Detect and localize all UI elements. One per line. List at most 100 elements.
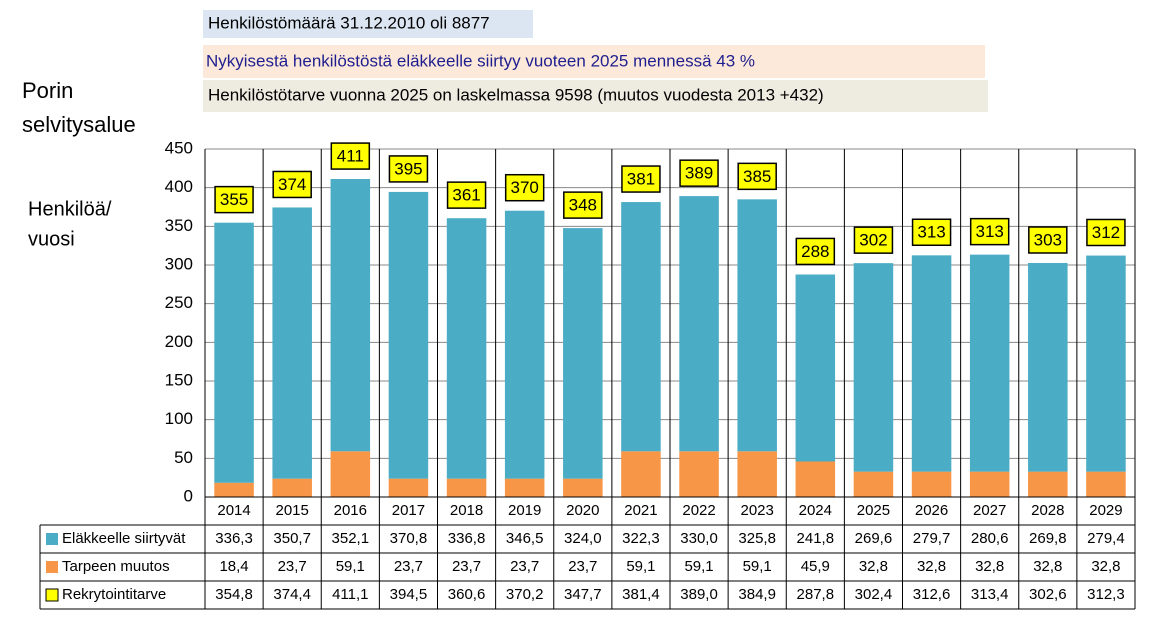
bar-segment (446, 478, 487, 497)
table-value: 312,3 (1087, 586, 1125, 603)
x-tick-label: 2016 (334, 502, 367, 519)
total-label: 302 (859, 231, 887, 250)
x-tick-label: 2029 (1089, 502, 1122, 519)
bar-segment (737, 199, 777, 452)
bar-segment (969, 471, 1010, 497)
y-tick-label: 150 (165, 370, 193, 389)
total-label-box (621, 165, 661, 193)
total-label: 385 (743, 167, 771, 186)
table-value: 23,7 (452, 558, 481, 575)
table-value: 32,8 (1091, 558, 1120, 575)
total-label: 348 (569, 196, 597, 215)
bar-segment (504, 210, 545, 479)
y-tick-label: 200 (165, 332, 193, 351)
table-value: 59,1 (626, 558, 655, 575)
table-value: 394,5 (390, 586, 428, 603)
y-tick-label: 50 (174, 448, 193, 467)
bar-segment (795, 461, 836, 497)
y-tick-label: 0 (184, 486, 193, 505)
table-value: 411,1 (332, 586, 368, 603)
table-value: 360,6 (448, 586, 486, 603)
total-label-box (1028, 226, 1068, 254)
table-value: 23,7 (394, 558, 423, 575)
bar-segment (1028, 471, 1068, 497)
bar-segment (330, 179, 371, 452)
table-value: 23,7 (568, 558, 597, 575)
table-value: 322,3 (622, 530, 660, 547)
table-value: 346,5 (506, 530, 544, 547)
table-value: 287,8 (797, 586, 835, 603)
table-value: 18,4 (219, 558, 248, 575)
table-value: 324,0 (564, 530, 602, 547)
table-value: 370,8 (390, 530, 428, 547)
table-value: 59,1 (684, 558, 713, 575)
x-tick-label: 2027 (973, 502, 1006, 519)
total-label: 313 (917, 223, 945, 242)
table-value: 352,1 (332, 530, 370, 547)
bar-segment (911, 471, 952, 497)
y-tick-label: 400 (165, 177, 193, 196)
total-label: 355 (220, 190, 248, 209)
total-label: 312 (1092, 223, 1120, 242)
bar-segment (1028, 262, 1068, 472)
x-tick-label: 2021 (624, 502, 657, 519)
y-tick-label: 350 (165, 216, 193, 235)
bar-segment (446, 218, 487, 479)
table-value: 370,2 (506, 586, 544, 603)
total-label: 374 (278, 175, 306, 194)
table-value: 23,7 (278, 558, 307, 575)
table-value: 32,8 (975, 558, 1004, 575)
annotation: Henkilöstömäärä 31.12.2010 oli 8877 (208, 13, 490, 32)
bar-segment (1086, 471, 1126, 497)
x-tick-label: 2017 (392, 502, 425, 519)
table-value: 45,9 (801, 558, 830, 575)
table-value: 59,1 (336, 558, 365, 575)
annotation-box (203, 45, 985, 78)
total-label-box (969, 217, 1010, 246)
table-value: 336,3 (215, 530, 253, 547)
total-label: 370 (511, 178, 539, 197)
bar-segment (388, 191, 429, 479)
total-label-box (504, 173, 545, 202)
bar-segment (679, 451, 719, 497)
table-value: 269,8 (1029, 530, 1067, 547)
bar-segment (853, 471, 894, 497)
y-tick-label: 450 (165, 138, 193, 157)
bar-segment (214, 482, 254, 497)
total-label: 303 (1034, 230, 1062, 249)
bar-segment (853, 263, 894, 472)
annotation-box (203, 80, 988, 112)
y-axis-label: Henkilöä/ (28, 198, 112, 220)
y-tick-label: 100 (165, 409, 193, 428)
total-label-box (911, 218, 952, 247)
y-tick-label: 300 (165, 254, 193, 273)
table-value: 302,4 (855, 586, 893, 603)
total-label-box (388, 155, 429, 183)
legend-swatch (46, 561, 58, 573)
table-value: 381,4 (622, 586, 660, 603)
total-label-box (272, 170, 312, 199)
bar-segment (737, 451, 777, 497)
total-label-box (679, 159, 719, 187)
annotation-box (203, 10, 533, 38)
table-value: 312,6 (913, 586, 951, 603)
table-value: 374,4 (273, 586, 311, 603)
x-tick-label: 2025 (857, 502, 890, 519)
x-tick-label: 2015 (276, 502, 309, 519)
table-value: 313,4 (971, 586, 1009, 603)
total-label: 288 (801, 242, 829, 261)
legend-label: Eläkkeelle siirtyvät (62, 530, 186, 547)
table-value: 279,4 (1087, 530, 1125, 547)
bar-segment (679, 196, 719, 452)
x-tick-label: 2026 (915, 502, 948, 519)
total-label-box (446, 181, 487, 209)
x-tick-label: 2018 (450, 502, 483, 519)
bar-segment (272, 478, 312, 497)
bar-segment (272, 207, 312, 479)
bar-segment (1086, 255, 1126, 472)
chart-title: selvitysalue (22, 112, 136, 137)
chart-title: Porin (22, 78, 73, 103)
x-tick-label: 2022 (682, 502, 715, 519)
total-label-box (737, 162, 777, 191)
